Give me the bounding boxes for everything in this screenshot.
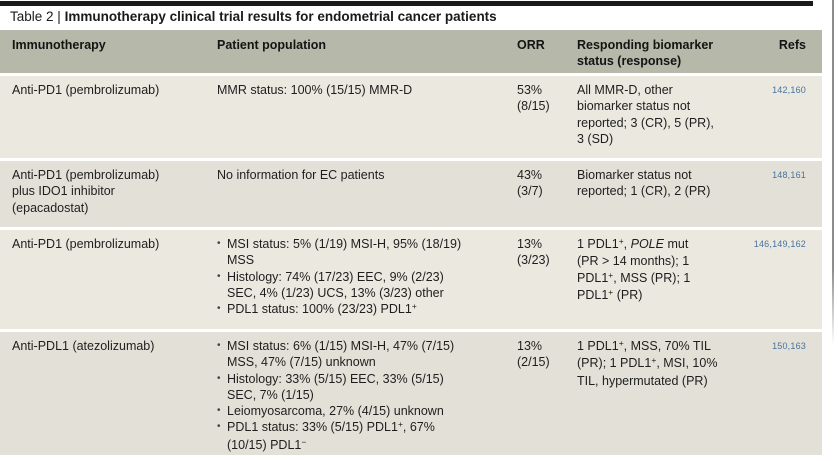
column-header-biomarker-status: Responding biomarker status (response) bbox=[577, 38, 714, 68]
caption-title: Immunotherapy clinical trial results for… bbox=[64, 9, 497, 24]
text-segment: Biomarker status not reported; 1 (CR), 2… bbox=[577, 168, 711, 199]
column-header-refs: Refs bbox=[778, 38, 806, 52]
bullet-text: Leiomyosarcoma, 27% (4/15) unknown bbox=[227, 403, 497, 419]
cell-orr: 13% (2/15) bbox=[517, 339, 550, 370]
superscript-text: + bbox=[618, 338, 624, 348]
superscript-text: + bbox=[608, 286, 614, 297]
table-row: Anti-PD1 (pembrolizumab) • MSI status: 5%… bbox=[0, 230, 822, 329]
text-segment: , bbox=[623, 237, 631, 251]
text-segment: (PR) bbox=[613, 287, 643, 302]
superscript-text: + bbox=[608, 269, 614, 280]
cell-biomarker-status: All MMR-D, other biomarker status not re… bbox=[565, 76, 750, 158]
cell-orr: 43% (3/7) bbox=[517, 168, 543, 199]
text-segment: Leiomyosarcoma, 27% (4/15) unknown bbox=[227, 404, 444, 419]
cell-refs: 146,149,162 bbox=[750, 230, 822, 329]
reference-links[interactable]: 150,163 bbox=[772, 341, 806, 351]
cell-orr: 53% (8/15) bbox=[517, 83, 550, 114]
bullet-icon: • bbox=[217, 421, 221, 433]
clinical-trial-table: Immunotherapy Patient population ORR Res… bbox=[0, 30, 822, 455]
text-segment: Histology: 74% (17/23) EEC, 9% (2/23) SE… bbox=[227, 269, 444, 300]
reference-links[interactable]: 142,160 bbox=[772, 85, 806, 95]
cell-patient-population: MMR status: 100% (15/15) MMR-D bbox=[217, 83, 413, 97]
cell-patient-population: • MSI status: 6% (1/15) MSI-H, 47% (7/15)… bbox=[205, 332, 505, 455]
text-segment: MSI status: 6% (1/15) MSI-H, 47% (7/15) … bbox=[227, 339, 455, 370]
bullet-icon: • bbox=[217, 340, 221, 351]
superscript-text: + bbox=[411, 301, 417, 312]
text-segment: PDL1 status: 100% (23/23) PDL1 bbox=[227, 302, 412, 317]
text-segment: mut (PR > 14 months); 1 PDL1 bbox=[577, 237, 690, 285]
table-caption: Table 2 | Immunotherapy clinical trial r… bbox=[10, 9, 497, 24]
bullet-icon: • bbox=[217, 372, 221, 384]
text-segment: , MSS (PR); 1 PDL1 bbox=[577, 270, 691, 302]
cell-refs: 142,160 bbox=[750, 76, 822, 158]
bullet-item: • Histology: 33% (5/15) EEC, 33% (5/15) S… bbox=[217, 371, 497, 404]
table-top-rule bbox=[0, 1, 813, 6]
caption-separator: | bbox=[53, 9, 65, 24]
bullet-icon: • bbox=[217, 270, 221, 282]
bullet-item: • PDL1 status: 33% (5/15) PDL1+, 67% (10/… bbox=[217, 419, 497, 454]
cell-immunotherapy: Anti-PD1 (pembrolizumab) plus IDO1 inhib… bbox=[12, 168, 160, 215]
text-segment: , 67% (10/15) PDL1 bbox=[227, 420, 435, 452]
table-header-row: Immunotherapy Patient population ORR Res… bbox=[0, 30, 822, 73]
cell-refs: 148,161 bbox=[750, 161, 822, 227]
bullet-icon: • bbox=[217, 303, 221, 315]
bullet-text: PDL1 status: 100% (23/23) PDL1+ bbox=[227, 301, 497, 318]
bullet-text: Histology: 74% (17/23) EEC, 9% (2/23) SE… bbox=[227, 269, 497, 302]
column-header-immunotherapy: Immunotherapy bbox=[12, 38, 106, 52]
superscript-text: − bbox=[301, 436, 307, 447]
page-edge-line bbox=[832, 0, 834, 345]
superscript-text: + bbox=[618, 236, 624, 246]
text-segment: Histology: 33% (5/15) EEC, 33% (5/15) SE… bbox=[227, 371, 444, 402]
cell-immunotherapy: Anti-PD1 (pembrolizumab) bbox=[12, 237, 160, 251]
reference-links[interactable]: 146,149,162 bbox=[753, 239, 806, 249]
text-segment: 1 PDL1 bbox=[577, 237, 619, 251]
bullet-item: • MSI status: 5% (1/19) MSI-H, 95% (18/19… bbox=[217, 236, 497, 269]
reference-links[interactable]: 148,161 bbox=[772, 170, 806, 180]
bullet-text: MSI status: 6% (1/15) MSI-H, 47% (7/15) … bbox=[227, 338, 497, 371]
cell-refs: 150,163 bbox=[750, 332, 822, 455]
text-segment: 1 PDL1 bbox=[577, 339, 619, 353]
text-segment: MSI status: 5% (1/19) MSI-H, 95% (18/19)… bbox=[227, 237, 462, 268]
text-segment: , MSI, 10% TIL, hypermutated (PR) bbox=[577, 356, 718, 388]
gene-name-italic: POLE bbox=[630, 237, 664, 251]
text-segment: PDL1 status: 33% (5/15) PDL1 bbox=[227, 420, 398, 435]
superscript-text: + bbox=[651, 355, 657, 366]
cell-patient-population: • MSI status: 5% (1/19) MSI-H, 95% (18/19… bbox=[205, 230, 505, 329]
bullet-icon: • bbox=[217, 238, 221, 249]
table-row: Anti-PDL1 (atezolizumab) • MSI status: 6%… bbox=[0, 332, 822, 455]
bullet-item: • Histology: 74% (17/23) EEC, 9% (2/23) S… bbox=[217, 269, 497, 302]
column-header-orr: ORR bbox=[517, 38, 545, 52]
superscript-text: + bbox=[397, 419, 403, 430]
column-header-patient-population: Patient population bbox=[217, 38, 327, 52]
cell-orr: 13% (3/23) bbox=[517, 237, 550, 268]
bullet-text: PDL1 status: 33% (5/15) PDL1+, 67% (10/1… bbox=[227, 419, 497, 454]
table-number: Table 2 bbox=[10, 9, 54, 24]
bullet-item: • MSI status: 6% (1/15) MSI-H, 47% (7/15)… bbox=[217, 338, 497, 371]
bullet-item: • Leiomyosarcoma, 27% (4/15) unknown bbox=[217, 403, 497, 419]
cell-biomarker-status: 1 PDL1+, MSS, 70% TIL (PR); 1 PDL1+, MSI… bbox=[565, 332, 750, 455]
table-row: Anti-PD1 (pembrolizumab) plus IDO1 inhib… bbox=[0, 161, 822, 227]
table-body: Anti-PD1 (pembrolizumab) MMR status: 100… bbox=[0, 76, 822, 455]
cell-biomarker-status: 1 PDL1+, POLE mut (PR > 14 months); 1 PD… bbox=[565, 230, 750, 329]
cell-biomarker-status: Biomarker status not reported; 1 (CR), 2… bbox=[565, 161, 750, 227]
bullet-item: • PDL1 status: 100% (23/23) PDL1+ bbox=[217, 301, 497, 318]
cell-immunotherapy: Anti-PD1 (pembrolizumab) bbox=[12, 83, 160, 97]
bullet-text: Histology: 33% (5/15) EEC, 33% (5/15) SE… bbox=[227, 371, 497, 404]
text-segment: , MSS, 70% TIL (PR); 1 PDL1 bbox=[577, 339, 711, 371]
text-segment: All MMR-D, other biomarker status not re… bbox=[577, 83, 714, 146]
bullet-text: MSI status: 5% (1/19) MSI-H, 95% (18/19)… bbox=[227, 236, 497, 269]
cell-patient-population: No information for EC patients bbox=[217, 168, 385, 182]
bullet-icon: • bbox=[217, 405, 221, 417]
table-row: Anti-PD1 (pembrolizumab) MMR status: 100… bbox=[0, 76, 822, 158]
cell-immunotherapy: Anti-PDL1 (atezolizumab) bbox=[12, 339, 155, 353]
